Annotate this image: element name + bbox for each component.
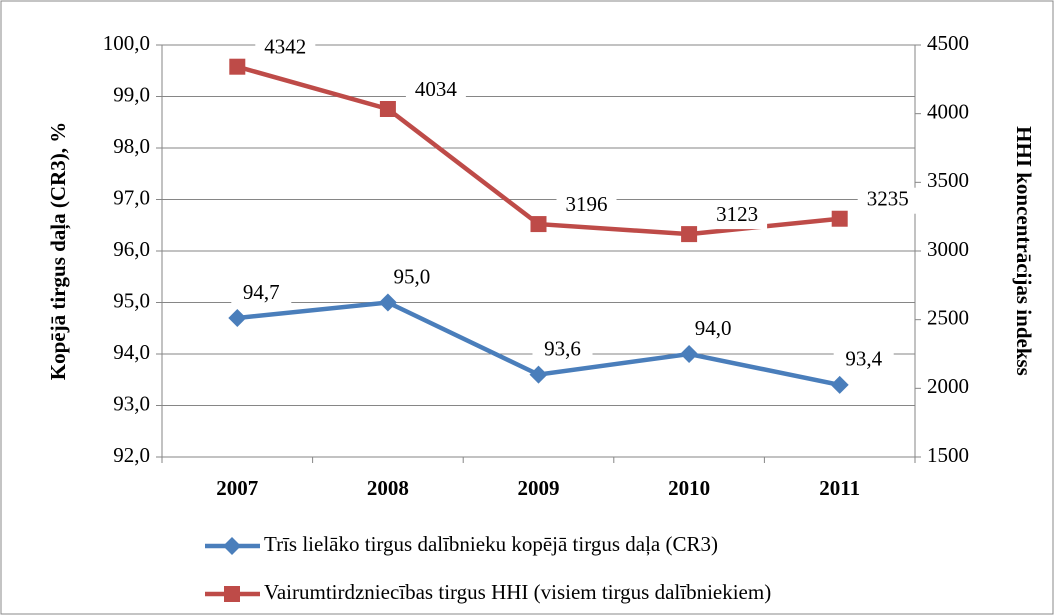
- y-tick-label: 96,0: [113, 237, 150, 261]
- y2-tick-label: 4500: [927, 31, 969, 55]
- data-label-bg: [857, 187, 918, 214]
- y-tick-label: 95,0: [113, 288, 150, 312]
- y-tick-label: 99,0: [113, 82, 150, 106]
- data-point: [529, 365, 548, 384]
- data-label: 4342: [264, 35, 306, 59]
- legend-marker: [224, 586, 240, 602]
- x-tick-label: 2009: [518, 476, 560, 500]
- y2-tick-label: 3000: [927, 237, 969, 261]
- data-point: [830, 375, 849, 394]
- data-label-bg: [231, 280, 292, 307]
- data-label-bg: [381, 265, 442, 292]
- data-label: 94,7: [243, 280, 280, 304]
- data-label: 93,6: [544, 336, 581, 360]
- data-label: 3235: [867, 187, 909, 211]
- y2-axis-title: HHI koncentrācijas indekss: [1012, 126, 1036, 376]
- x-tick-label: 2007: [216, 476, 258, 500]
- y-tick-label: 94,0: [113, 340, 150, 364]
- data-point: [831, 210, 848, 227]
- y2-tick-label: 1500: [927, 443, 969, 467]
- y-axis-title: Kopējā tirgus daļa (CR3), %: [46, 122, 71, 380]
- legend-label: Trīs lielāko tirgus dalībnieku kopējā ti…: [264, 532, 718, 556]
- data-point: [530, 216, 547, 233]
- y-tick-label: 93,0: [113, 391, 150, 415]
- y-tick-label: 98,0: [113, 134, 150, 158]
- y-tick-label: 92,0: [113, 443, 150, 467]
- legend-label: Vairumtirdzniecības tirgus HHI (visiem t…: [264, 580, 771, 604]
- data-point: [379, 100, 396, 117]
- y2-tick-label: 3500: [927, 168, 969, 192]
- data-label-bg: [532, 337, 593, 364]
- y2-tick-label: 4000: [927, 99, 969, 123]
- x-tick-label: 2010: [668, 476, 710, 500]
- y2-tick-label: 2000: [927, 374, 969, 398]
- data-point: [680, 345, 699, 363]
- data-label: 4034: [415, 77, 458, 101]
- data-point: [229, 58, 246, 75]
- data-point: [228, 308, 247, 327]
- data-point: [378, 293, 397, 312]
- y-tick-label: 100,0: [103, 31, 150, 55]
- data-label-bg: [683, 317, 744, 343]
- x-tick-label: 2011: [819, 476, 860, 500]
- data-point: [681, 226, 698, 243]
- data-label: 3196: [566, 192, 608, 216]
- y2-tick-label: 2500: [927, 305, 969, 329]
- data-label-bg: [833, 347, 894, 374]
- data-label: 94,0: [695, 316, 732, 340]
- y-tick-label: 97,0: [113, 185, 150, 209]
- data-label-bg: [405, 77, 466, 104]
- data-label: 3123: [716, 202, 758, 226]
- x-tick-label: 2008: [367, 476, 409, 500]
- legend-marker: [223, 537, 241, 555]
- data-label: 95,0: [394, 264, 431, 288]
- data-label-bg: [556, 193, 617, 220]
- data-label-bg: [707, 203, 768, 230]
- data-label: 93,4: [845, 347, 882, 371]
- data-label-bg: [255, 35, 316, 62]
